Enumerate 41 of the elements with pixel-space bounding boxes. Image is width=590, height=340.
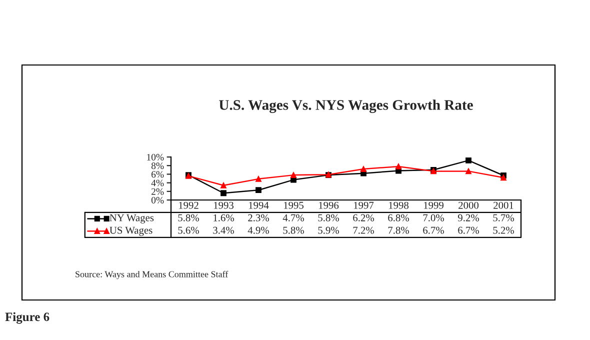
y-tick-label: 8%: [151, 162, 164, 170]
y-tick-label: 0%: [151, 196, 164, 204]
data-label: 1.6%: [214, 214, 234, 222]
data-label: 5.2%: [493, 226, 514, 234]
source-note: Source: Ways and Means Committee Staff: [76, 270, 228, 280]
x-tick-label: 2000: [458, 202, 479, 209]
caption: Figure 6: [5, 312, 50, 324]
data-label: 7.2%: [353, 226, 374, 234]
data-label: 7.0%: [423, 214, 444, 222]
x-tick-label: 1996: [319, 202, 339, 209]
x-tick-label: 1995: [284, 202, 304, 209]
y-tick-label: 2%: [152, 188, 164, 195]
data-label: 6.7%: [423, 226, 444, 234]
x-tick-label: 1992: [179, 202, 198, 209]
data-label: 5.7%: [493, 214, 514, 222]
data-label: 9.2%: [458, 214, 479, 222]
legend-label: US Wages: [110, 226, 152, 236]
x-tick-label: 2001: [494, 202, 514, 209]
data-label: 5.9%: [318, 226, 339, 234]
data-label: 6.2%: [353, 214, 374, 222]
data-label: 2.3%: [248, 214, 269, 222]
y-tick-label: 4%: [151, 180, 164, 186]
y-tick-label: 6%: [152, 171, 164, 178]
data-label: 5.8%: [178, 214, 199, 222]
x-tick-label: 1994: [249, 202, 269, 209]
legend-label: NY Wages: [110, 214, 154, 224]
chart-title: U.S. Wages Vs. NYS Wages Growth Rate: [219, 100, 473, 113]
data-label: 3.4%: [213, 226, 234, 234]
data-label: 5.6%: [178, 226, 199, 234]
x-tick-label: 1998: [389, 202, 409, 209]
x-tick-label: 1999: [424, 202, 444, 209]
data-label: 5.8%: [318, 214, 339, 222]
x-tick-label: 1997: [354, 202, 374, 209]
x-tick-label: 1993: [214, 202, 234, 209]
data-label: 4.9%: [248, 226, 269, 234]
data-label: 5.8%: [283, 226, 304, 234]
data-label: 6.8%: [388, 214, 409, 222]
data-label: 4.7%: [282, 214, 304, 222]
y-tick-label: 10%: [147, 154, 164, 160]
data-label: 6.7%: [458, 226, 479, 234]
data-label: 7.8%: [388, 226, 409, 234]
